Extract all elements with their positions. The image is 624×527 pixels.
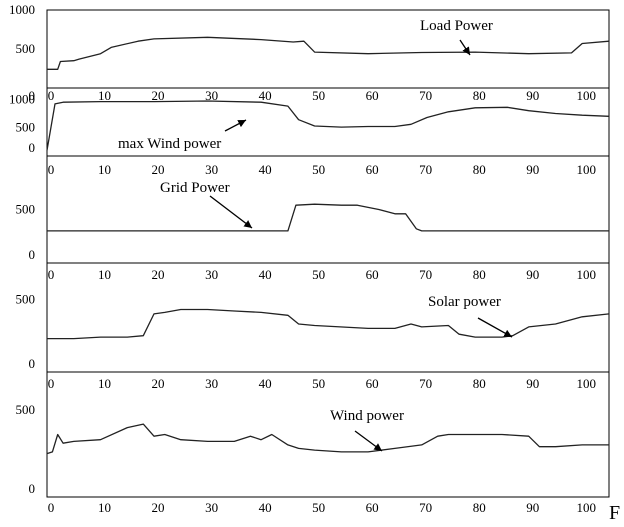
x-tick-label: 80: [473, 162, 486, 177]
y-tick-label: 500: [16, 120, 36, 135]
x-tick-label: 10: [98, 500, 111, 515]
x-tick-label: 0: [48, 267, 55, 282]
x-tick-label: 10: [98, 267, 111, 282]
x-tick-label: 100: [576, 500, 596, 515]
y-tick-label: 500: [16, 402, 36, 417]
annotation-solar-power: Solar power: [428, 294, 501, 310]
x-tick-label: 50: [312, 500, 325, 515]
annotation-arrow: [354, 430, 383, 452]
x-tick-label: 50: [312, 88, 325, 103]
x-tick-label: 0: [48, 376, 55, 391]
x-tick-label: 30: [205, 267, 218, 282]
y-tick-label: 0: [29, 247, 36, 262]
panel-1: 1000 500 0 0 10 20 30 40 50 60 70 80 90 100: [9, 2, 610, 103]
x-tick-label: 30: [205, 162, 218, 177]
x-tick-label: 90: [526, 267, 539, 282]
y-tick-label: 0: [29, 88, 36, 103]
y-tick-label: 500: [16, 41, 36, 56]
x-tick-label: 50: [312, 376, 325, 391]
annotation-wind-power: Wind power: [330, 408, 404, 424]
x-tick-label: 20: [152, 376, 165, 391]
x-tick-label: 100: [576, 88, 596, 103]
x-tick-label: 60: [366, 88, 379, 103]
x-tick-label: 30: [205, 88, 218, 103]
x-tick-label: 80: [473, 500, 486, 515]
x-tick-label: 100: [576, 267, 596, 282]
x-tick-label: 70: [419, 267, 432, 282]
x-tick-label: 70: [419, 162, 432, 177]
x-tick-label: 60: [366, 500, 379, 515]
panel-frame: [46, 155, 610, 264]
x-tick-label: 90: [526, 500, 539, 515]
x-tick-label: 0: [48, 88, 55, 103]
y-tick-label: 1000: [9, 91, 35, 106]
x-tick-label: 50: [312, 267, 325, 282]
x-tick-label: 40: [259, 88, 272, 103]
y-tick-label: 500: [16, 202, 36, 217]
series-line: [46, 100, 610, 151]
x-tick-label: 60: [366, 162, 379, 177]
x-tick-label: 90: [526, 162, 539, 177]
series-line: [46, 423, 609, 455]
x-tick-label: 50: [312, 162, 325, 177]
series-line: [47, 203, 609, 232]
x-tick-label: 90: [526, 88, 539, 103]
x-tick-label: 70: [419, 500, 432, 515]
x-tick-label: 0: [48, 500, 55, 515]
x-tick-label: 60: [366, 267, 379, 282]
x-tick-label: 30: [205, 500, 218, 515]
series-line: [47, 36, 610, 70]
y-tick-label: 1000: [9, 2, 35, 17]
y-tick-label: 500: [16, 291, 36, 306]
panel-frame: [46, 262, 610, 373]
x-tick-label: 30: [205, 376, 218, 391]
annotation-arrow: [209, 195, 253, 229]
x-tick-label: 80: [473, 376, 486, 391]
annotation-grid-power: Grid Power: [160, 180, 230, 196]
annotation-arrow: [459, 39, 471, 56]
annotation-arrow: [477, 317, 513, 338]
panel-frame: [46, 371, 610, 498]
y-tick-label: 0: [29, 356, 36, 371]
annotation-arrow: [224, 119, 247, 132]
x-tick-label: 80: [473, 267, 486, 282]
x-tick-label: 10: [98, 88, 111, 103]
x-tick-label: 100: [576, 376, 596, 391]
y-tick-label: 0: [29, 140, 36, 155]
x-tick-label: 10: [98, 162, 111, 177]
x-tick-label: 20: [152, 500, 165, 515]
x-tick-label: 40: [259, 267, 272, 282]
x-tick-label: 20: [152, 162, 165, 177]
x-tick-label: 100: [576, 162, 596, 177]
x-tick-label: 40: [259, 500, 272, 515]
x-tick-label: 10: [98, 376, 111, 391]
series-line: [47, 308, 610, 340]
x-tick-label: 40: [259, 376, 272, 391]
x-tick-label: 80: [473, 88, 486, 103]
panel-frame: [46, 9, 610, 89]
x-tick-label: 70: [419, 88, 432, 103]
x-tick-label: 60: [366, 376, 379, 391]
y-tick-label: 0: [29, 481, 36, 496]
x-tick-label: 40: [259, 162, 272, 177]
annotation-max-wind-power: max Wind power: [118, 136, 221, 152]
annotation-load-power: Load Power: [420, 18, 493, 34]
x-tick-label: 0: [48, 162, 55, 177]
x-tick-label: 20: [152, 267, 165, 282]
x-tick-label: 90: [526, 376, 539, 391]
trailing-caption-letter: F: [609, 502, 621, 524]
x-tick-label: 70: [419, 376, 432, 391]
x-tick-label: 20: [152, 88, 165, 103]
